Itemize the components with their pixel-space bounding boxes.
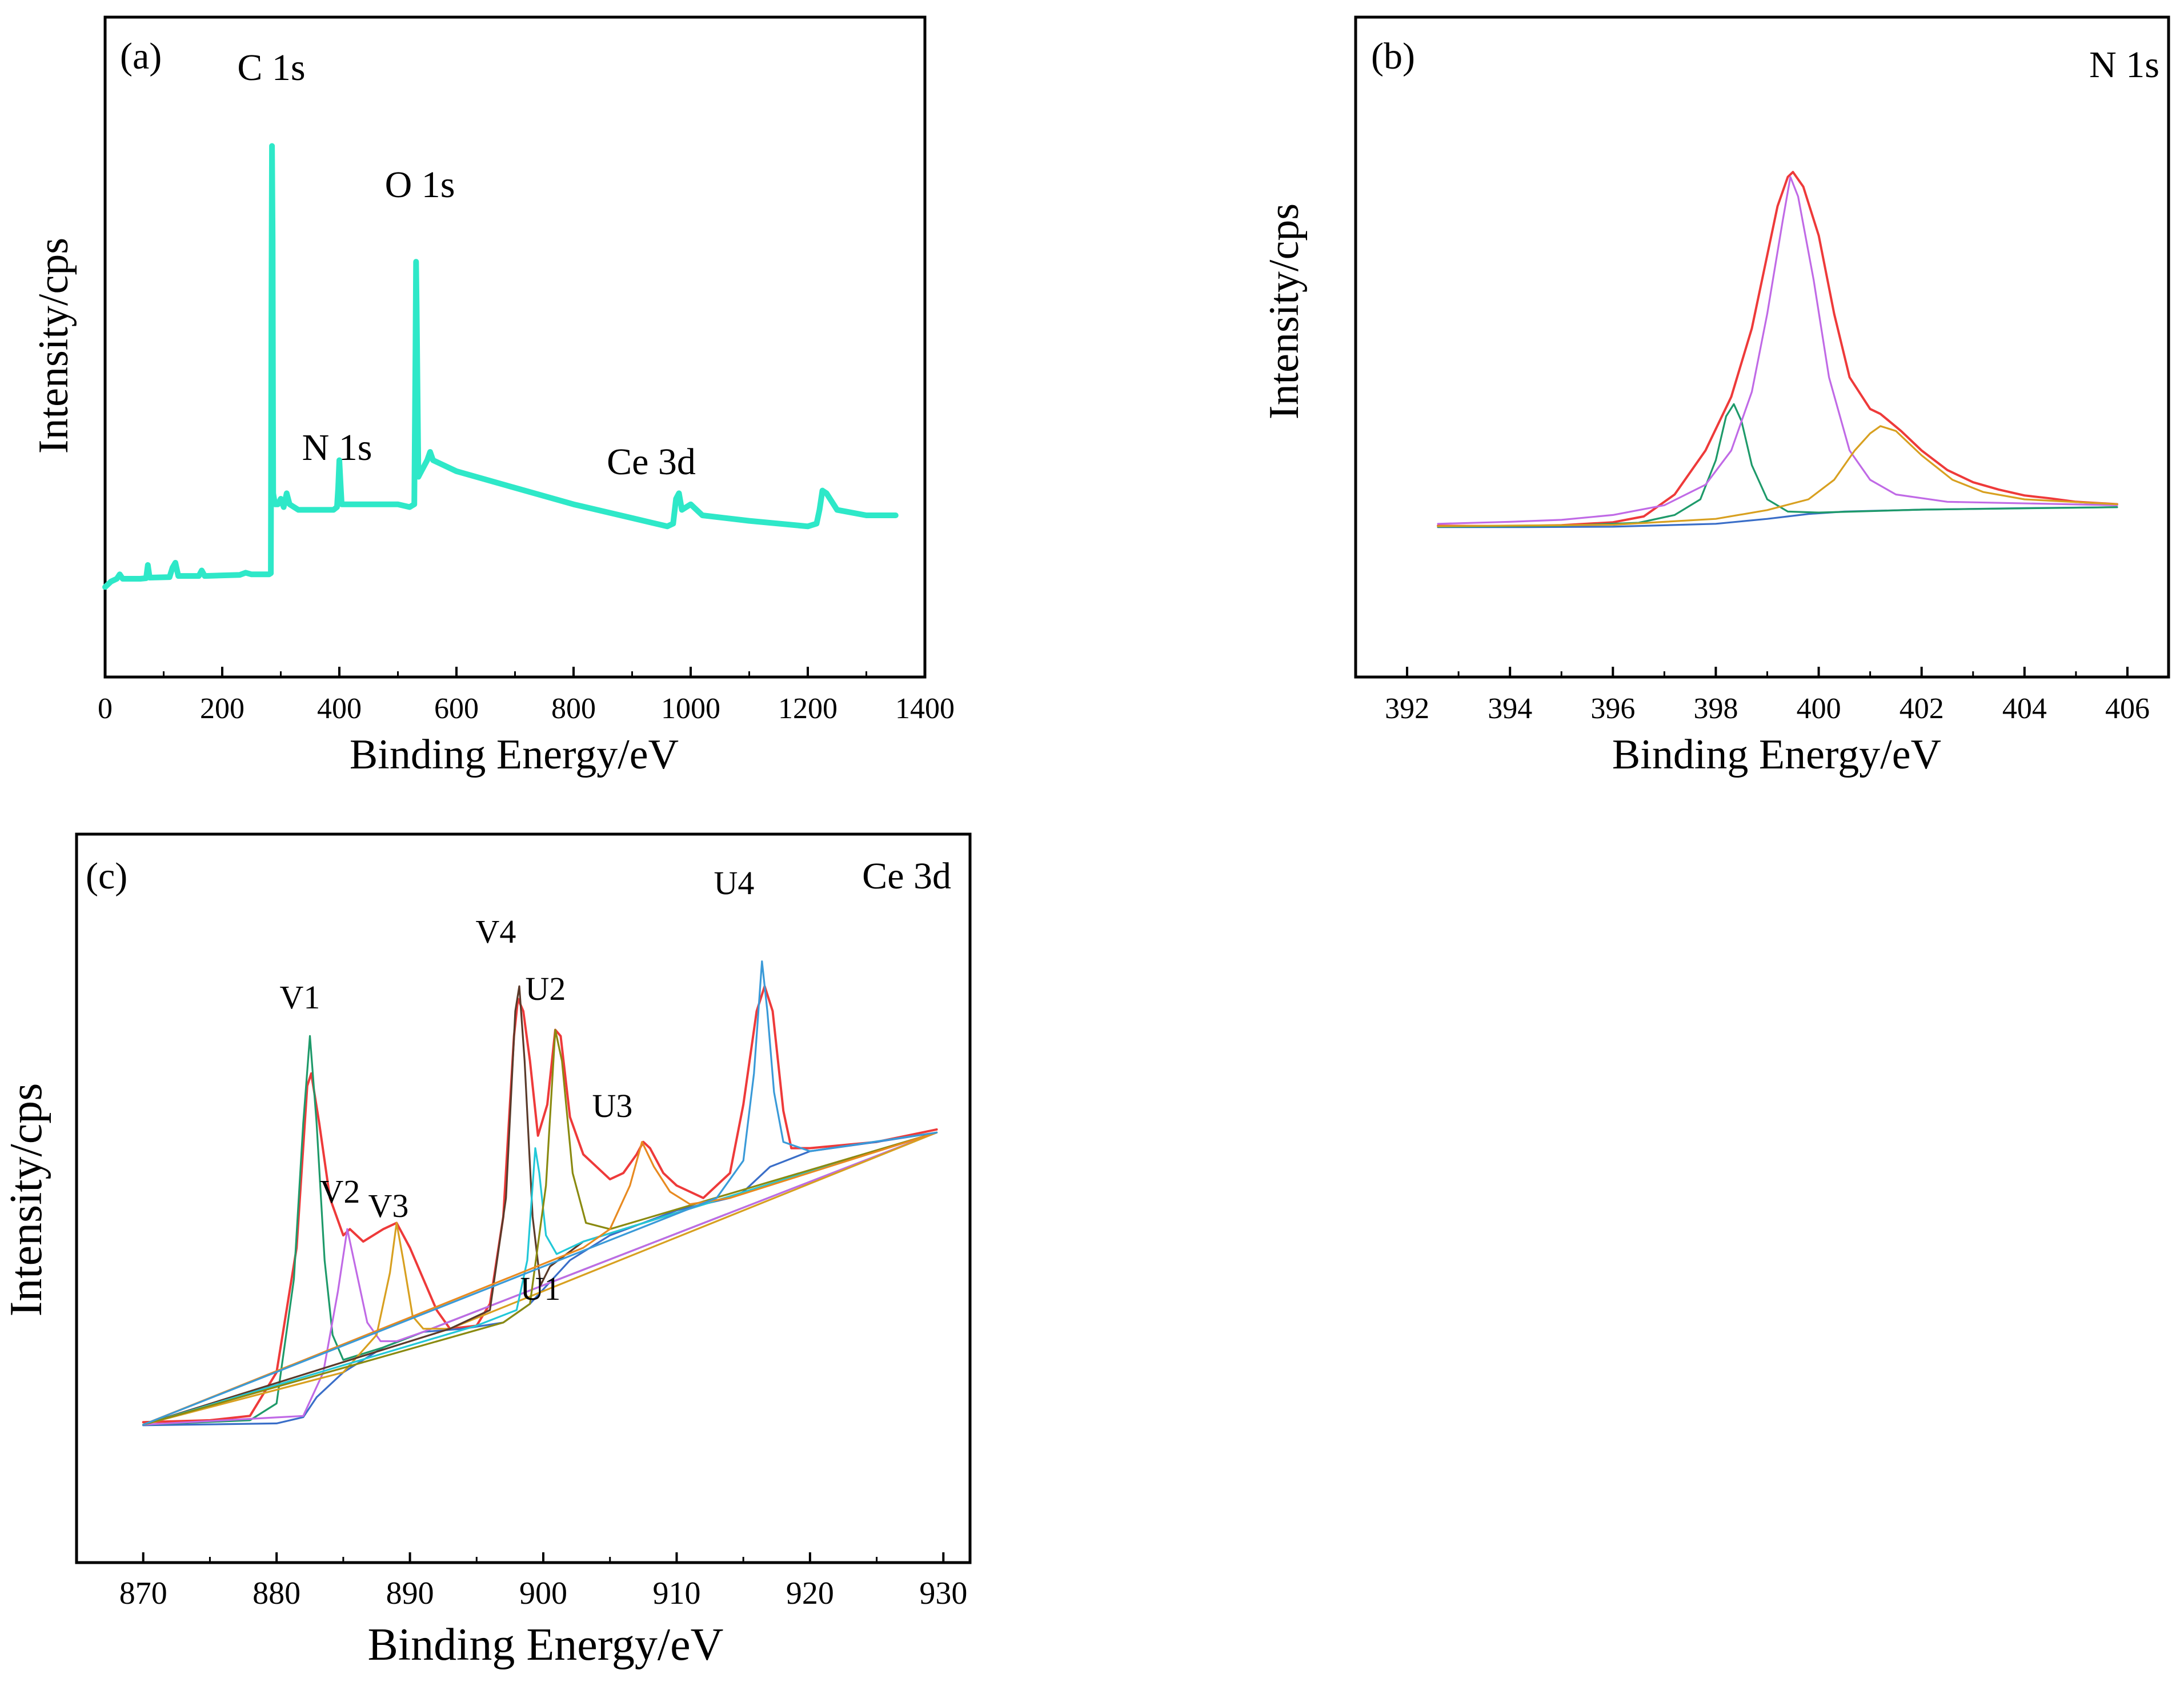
peak-label-u3: U3: [592, 1087, 633, 1124]
peak-label-u4: U4: [714, 864, 755, 902]
x-tick-label: 920: [786, 1576, 834, 1611]
x-tick-label: 0: [98, 692, 113, 725]
x-tick-label: 394: [1488, 692, 1532, 725]
series-line-peak_398: [1437, 403, 2118, 528]
panel-a-plot: [102, 143, 899, 590]
series-line-peak_399_5: [1437, 176, 2118, 525]
series-line-V1: [142, 1035, 938, 1426]
panel-c-label: (c): [86, 855, 127, 897]
x-tick-label: 404: [2002, 692, 2047, 725]
panel-c-plot: [142, 960, 938, 1427]
series-line-V2: [142, 1131, 938, 1426]
x-tick-label: 406: [2105, 692, 2150, 725]
annotation-o1s: O 1s: [385, 164, 455, 206]
annotation-c1s: C 1s: [237, 47, 305, 89]
series-line-peak_401_2: [1437, 425, 2118, 527]
panel-a-xlabel: Binding Energy/eV: [350, 731, 679, 778]
series-line-V3: [142, 1131, 938, 1426]
panel-c: 870 880 890 900 910 920 930 (c) Ce 3d V1 V2 V3…: [1, 832, 972, 1670]
panel-c-title: Ce 3d: [862, 855, 951, 897]
series-line-background: [1437, 506, 2118, 528]
panel-b-plot: [1437, 171, 2118, 528]
peak-label-u2: U2: [526, 970, 566, 1007]
panel-c-xlabel: Binding Energy/eV: [368, 1620, 724, 1670]
peak-label-u1: U1: [520, 1270, 561, 1307]
x-tick-label: 870: [119, 1576, 167, 1611]
series-line-U1: [142, 1131, 938, 1426]
peak-label-v4: V4: [476, 913, 516, 950]
peak-label-v1: V1: [280, 979, 320, 1016]
panel-a-xticks: 0 200 400 600 800 1000 1200 1400: [98, 667, 955, 725]
panel-b-xlabel: Binding Energy/eV: [1612, 731, 1941, 778]
x-tick-label: 600: [434, 692, 479, 725]
annotation-n1s: N 1s: [302, 427, 372, 468]
series-line-U4: [142, 960, 938, 1426]
x-tick-label: 910: [652, 1576, 700, 1611]
x-tick-label: 402: [1900, 692, 1944, 725]
series-line-U2: [142, 1028, 938, 1426]
peak-label-v2: V2: [320, 1173, 360, 1210]
panel-b-title: N 1s: [2089, 44, 2159, 86]
series-line-survey: [102, 143, 899, 590]
panel-c-frame: [75, 832, 972, 1564]
x-tick-label: 396: [1590, 692, 1635, 725]
x-tick-label: 398: [1693, 692, 1738, 725]
peak-label-v3: V3: [368, 1187, 409, 1224]
panel-a-label: (a): [120, 35, 162, 77]
x-tick-label: 400: [1797, 692, 1841, 725]
series-line-raw: [1437, 171, 2118, 527]
x-tick-label: 930: [919, 1576, 967, 1611]
panel-b-ylabel: Intensity/cps: [1261, 203, 1308, 419]
x-tick-label: 400: [317, 692, 362, 725]
series-line-V4: [142, 985, 938, 1426]
panel-a: 0 200 400 600 800 1000 1200 1400 (a) C 1s O 1s …: [30, 15, 955, 778]
panel-c-ylabel: Intensity/cps: [1, 1083, 51, 1317]
x-tick-label: 392: [1385, 692, 1429, 725]
panel-c-xticks: 870 880 890 900 910 920 930: [119, 1552, 967, 1611]
x-tick-label: 900: [519, 1576, 567, 1611]
series-line-raw: [142, 985, 938, 1424]
annotation-ce3d: Ce 3d: [607, 441, 696, 483]
x-tick-label: 880: [253, 1576, 300, 1611]
x-tick-label: 1400: [895, 692, 955, 725]
panel-b-frame: [1354, 15, 2170, 679]
x-tick-label: 200: [200, 692, 245, 725]
x-tick-label: 800: [551, 692, 596, 725]
panel-b: 392 394 396 398 400 402 404 406 (b) N 1s Bindin…: [1261, 15, 2170, 778]
panel-b-xticks: 392 394 396 398 400 402 404 406: [1385, 667, 2150, 725]
panel-a-ylabel: Intensity/cps: [30, 238, 77, 454]
x-tick-label: 1200: [778, 692, 837, 725]
panel-b-label: (b): [1371, 35, 1415, 77]
x-tick-label: 890: [386, 1576, 434, 1611]
x-tick-label: 1000: [661, 692, 720, 725]
